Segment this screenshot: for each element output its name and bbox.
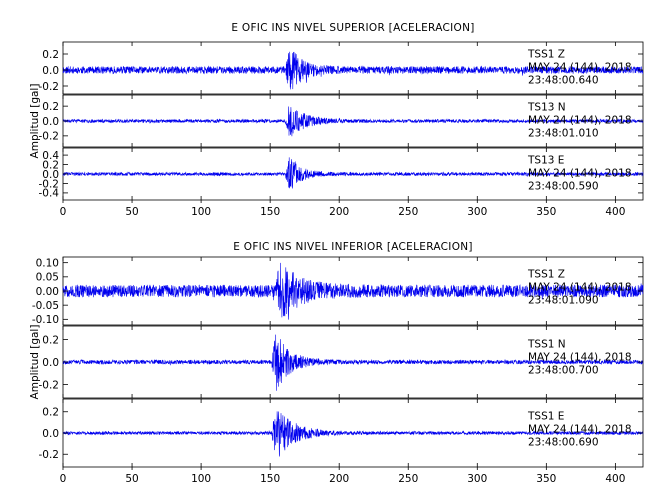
x-tick-label: 300 [467, 473, 487, 485]
y-tick-label: 0.2 [42, 49, 59, 61]
y-tick-label: -0.2 [39, 81, 60, 93]
y-tick-label: 0.2 [42, 407, 59, 419]
x-tick-label: 0 [60, 206, 67, 218]
x-tick-label: 100 [191, 206, 211, 218]
y-tick-label: 0.0 [42, 357, 59, 369]
x-tick-label: 200 [329, 473, 349, 485]
x-tick-label: 150 [260, 473, 280, 485]
y-tick-label: 0.0 [42, 428, 59, 440]
y-tick-label: 0.10 [36, 257, 59, 269]
station-label: TSS1 Z [527, 49, 565, 61]
y-tick-label: -0.4 [39, 188, 60, 200]
time-label: 23:48:01.090 [528, 294, 599, 306]
x-tick-label: 0 [60, 473, 67, 485]
date-label: MAY 24 (144), 2018 [528, 352, 632, 364]
x-tick-label: 400 [605, 473, 625, 485]
date-label: MAY 24 (144), 2018 [528, 281, 632, 293]
x-tick-label: 250 [398, 206, 418, 218]
x-tick-label: 50 [125, 473, 138, 485]
time-label: 23:48:00.690 [528, 436, 599, 448]
chart-title: E OFIC INS NIVEL INFERIOR [ACELERACION] [233, 241, 473, 253]
station-label: TS13 E [527, 155, 564, 167]
waveform-trace [62, 262, 644, 320]
y-tick-label: 0.2 [42, 101, 59, 113]
y-tick-label: -0.2 [39, 178, 60, 190]
time-label: 23:48:00.640 [528, 75, 599, 87]
y-tick-label: -0.2 [39, 131, 60, 143]
seismogram-chart-1: E OFIC INS NIVEL SUPERIOR [ACELERACION] A… [29, 22, 644, 218]
y-tick-label: 0.4 [42, 150, 59, 162]
waveform-trace [62, 411, 644, 457]
panel-frame [62, 41, 644, 95]
time-label: 23:48:00.700 [528, 365, 599, 377]
date-label: MAY 24 (144), 2018 [528, 62, 632, 74]
y-tick-label: -0.10 [32, 314, 59, 326]
waveform-trace [62, 51, 644, 90]
station-label: TS13 N [527, 102, 566, 114]
y-tick-label: 0.2 [42, 334, 59, 346]
time-label: 23:48:01.010 [528, 128, 599, 140]
y-axis-label: Amplitud [gal] [29, 84, 41, 159]
station-label: TSS1 N [527, 339, 566, 351]
x-tick-label: 350 [536, 206, 556, 218]
y-tick-label: 0.2 [42, 159, 59, 171]
date-label: MAY 24 (144), 2018 [528, 423, 632, 435]
y-tick-label: 0.00 [36, 286, 59, 298]
seismogram-chart-2: E OFIC INS NIVEL INFERIOR [ACELERACION] A… [29, 241, 644, 485]
y-tick-label: 0.05 [36, 272, 59, 284]
waveform-trace [62, 334, 644, 391]
y-tick-label: 0.0 [42, 169, 59, 181]
station-label: TSS1 E [527, 410, 564, 422]
waveform-trace [62, 157, 644, 189]
date-label: MAY 24 (144), 2018 [528, 168, 632, 180]
time-label: 23:48:00.590 [528, 181, 599, 193]
date-label: MAY 24 (144), 2018 [528, 115, 632, 127]
x-tick-label: 250 [398, 473, 418, 485]
y-tick-label: -0.2 [39, 379, 60, 391]
y-tick-label: 0.0 [42, 65, 59, 77]
x-tick-label: 50 [125, 206, 138, 218]
chart-title: E OFIC INS NIVEL SUPERIOR [ACELERACION] [231, 22, 474, 34]
waveform-trace [62, 106, 644, 137]
x-tick-label: 400 [605, 206, 625, 218]
x-tick-label: 150 [260, 206, 280, 218]
y-tick-label: 0.0 [42, 116, 59, 128]
station-label: TSS1 Z [527, 268, 565, 280]
x-tick-label: 300 [467, 206, 487, 218]
y-tick-label: -0.2 [39, 449, 60, 461]
x-tick-label: 100 [191, 473, 211, 485]
x-tick-label: 200 [329, 206, 349, 218]
y-axis-label: Amplitud [gal] [29, 325, 41, 400]
x-tick-label: 350 [536, 473, 556, 485]
y-tick-label: -0.05 [32, 300, 59, 312]
